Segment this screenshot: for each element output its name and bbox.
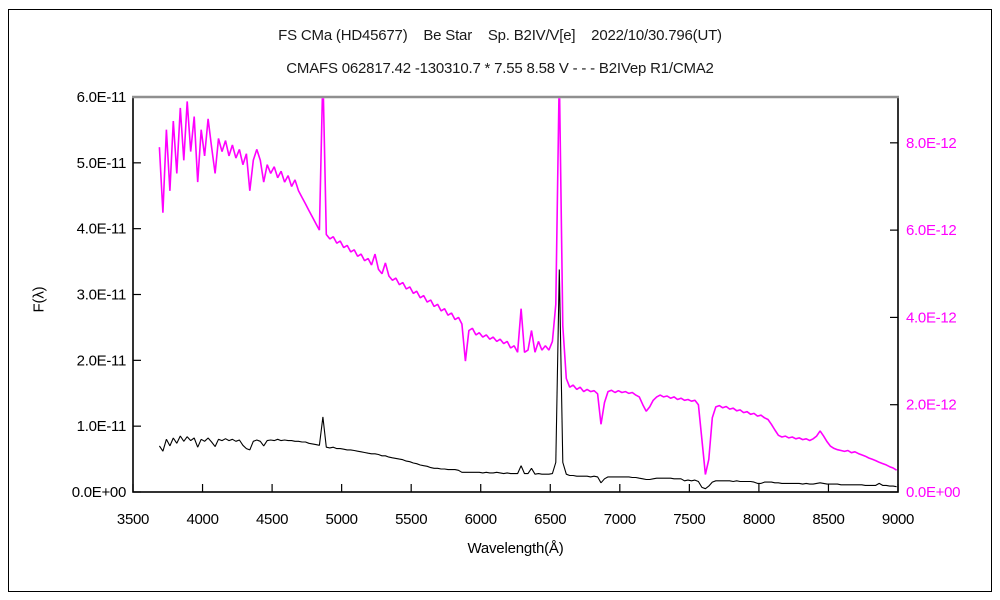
right-axis-tick-label: 2.0E-12 <box>906 397 956 414</box>
x-axis-tick-label: 7000 <box>604 511 636 528</box>
x-axis-tick-label: 9000 <box>882 511 914 528</box>
right-axis-tick-label: 6.0E-12 <box>906 222 956 239</box>
spectrum-magenta-right-axis <box>158 98 897 475</box>
left-axis-tick-label: 4.0E-11 <box>77 221 126 238</box>
x-axis-tick-label: 8000 <box>743 511 775 528</box>
x-axis-tick-label: 6500 <box>534 511 566 528</box>
x-axis-label: Wavelength(Å) <box>467 540 564 557</box>
x-axis-tick-label: 5500 <box>395 511 427 528</box>
x-axis-tick-label: 6000 <box>465 511 497 528</box>
x-axis-tick-label: 4000 <box>186 511 218 528</box>
x-axis-tick-label: 5000 <box>326 511 358 528</box>
chart-title-line1: FS CMa (HD45677) Be Star Sp. B2IV/V[e] 2… <box>278 27 722 44</box>
plot-frame <box>132 96 899 493</box>
left-axis-tick-label: 2.0E-11 <box>77 352 126 369</box>
left-axis-tick-label: 0.0E+00 <box>72 484 126 501</box>
right-axis-tick-label: 0.0E+00 <box>906 484 960 501</box>
x-axis-tick-label: 3500 <box>117 511 149 528</box>
x-axis-tick-label: 7500 <box>673 511 705 528</box>
left-axis-tick-label: 3.0E-11 <box>77 287 126 304</box>
figure-border <box>8 9 992 592</box>
x-axis-tick-label: 4500 <box>256 511 288 528</box>
left-axis-tick-label: 1.0E-11 <box>77 418 126 435</box>
x-axis-tick-label: 8500 <box>812 511 844 528</box>
left-axis-tick-label: 5.0E-11 <box>77 155 126 172</box>
chart-title-line2: CMAFS 062817.42 -130310.7 * 7.55 8.58 V … <box>286 60 714 77</box>
left-axis-tick-label: 6.0E-11 <box>77 89 126 106</box>
spectrum-black-left-axis <box>158 269 897 490</box>
right-axis-tick-label: 8.0E-12 <box>906 135 956 152</box>
right-axis-tick-label: 4.0E-12 <box>906 309 956 326</box>
